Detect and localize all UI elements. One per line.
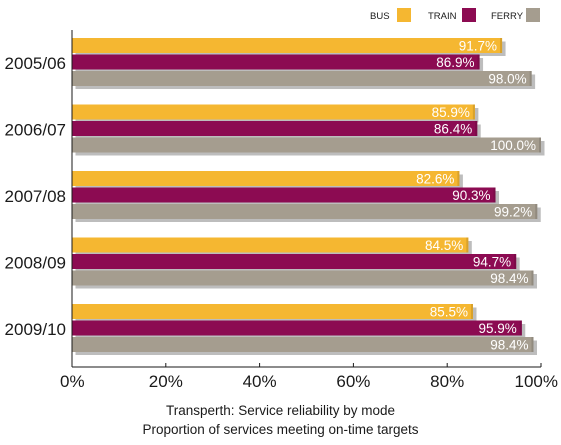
y-axis: 2005/06 2006/07 2007/08 2008/09 2009/10 [5,54,66,339]
bar-train-2008-09 [72,254,517,269]
category-label: 2005/06 [5,54,66,73]
data-label: 84.5% [425,238,463,253]
bar-chart: BUS TRAIN FERRY 91.7%86.9% 98.0% 85.9% 86.4% 1… [5,8,558,391]
data-label: 82.6% [416,172,454,187]
data-label: 85.9% [432,105,470,120]
bar-ferry-2009-10 [72,337,534,352]
category-label: 2009/10 [5,320,66,339]
legend-swatch-bus [397,8,411,22]
bar-end-highlight [514,254,517,269]
x-tick-label: 40% [243,372,277,391]
bar-end-highlight [470,304,473,319]
bar-end-highlight [539,137,541,153]
data-label: 94.7% [473,255,511,270]
data-label: 90.3% [452,188,490,203]
legend-label-bus: BUS [370,11,390,22]
bar-end-highlight [500,38,503,53]
chart-title: Transperth: Service reliability by mode [165,403,396,418]
bar-end-highlight [531,270,534,286]
bar-ferry-2008-09 [72,270,534,286]
bar-end-highlight [475,121,478,136]
x-axis: 0% 20% 40% 60% 80% 100% [60,30,558,391]
bar-bus-2005-06 [72,38,503,53]
bar-end-highlight [493,187,496,203]
data-label: 100.0% [490,138,536,153]
data-label: 85.5% [430,305,468,320]
x-tick-label: 60% [336,372,370,391]
bar-bus-2007-08 [72,171,460,186]
bar-train-2005-06 [72,54,480,70]
bar-end-highlight [531,337,534,352]
bar-end-highlight [535,204,538,219]
category-label: 2008/09 [5,254,66,273]
bar-ferry-2006-07 [72,137,541,153]
bar-end-highlight [477,54,480,70]
bar-bus-2006-07 [72,104,475,120]
chart-subtitle: Proportion of services meeting on-time t… [142,422,419,437]
bar-end-highlight [457,171,460,186]
data-label: 98.0% [488,72,526,87]
legend-swatch-ferry [526,8,540,22]
bar-bus-2008-09 [72,237,469,253]
data-label: 95.9% [478,321,516,336]
bar-end-highlight [529,71,532,86]
bar-end-highlight [519,320,522,336]
data-label: 98.4% [490,271,528,286]
legend-swatch-train [462,8,476,22]
bar-train-2007-08 [72,187,496,203]
bar-train-2009-10 [72,320,522,336]
legend-label-ferry: FERRY [491,11,524,22]
category-label: 2007/08 [5,187,66,206]
bar-bus-2009-10 [72,304,473,319]
x-tick-label: 80% [430,372,464,391]
legend-label-train: TRAIN [428,11,457,22]
bar-end-highlight [466,237,469,253]
bar-ferry-2005-06 [72,71,532,86]
data-label: 98.4% [490,338,528,353]
bar-end-highlight [472,104,475,120]
x-tick-label: 100% [515,372,558,391]
data-label: 86.4% [434,122,472,137]
legend: BUS TRAIN FERRY [370,8,540,22]
x-tick-label: 0% [60,372,85,391]
data-label: 99.2% [494,205,532,220]
data-label: 91.7% [459,39,497,54]
x-tick-label: 20% [149,372,183,391]
category-label: 2006/07 [5,121,66,140]
bars: 91.7%86.9% 98.0% 85.9% 86.4% 100.0% 82.6%90.3… [72,38,545,355]
data-label: 86.9% [436,55,474,70]
bar-train-2006-07 [72,121,478,136]
bar-ferry-2007-08 [72,204,538,219]
